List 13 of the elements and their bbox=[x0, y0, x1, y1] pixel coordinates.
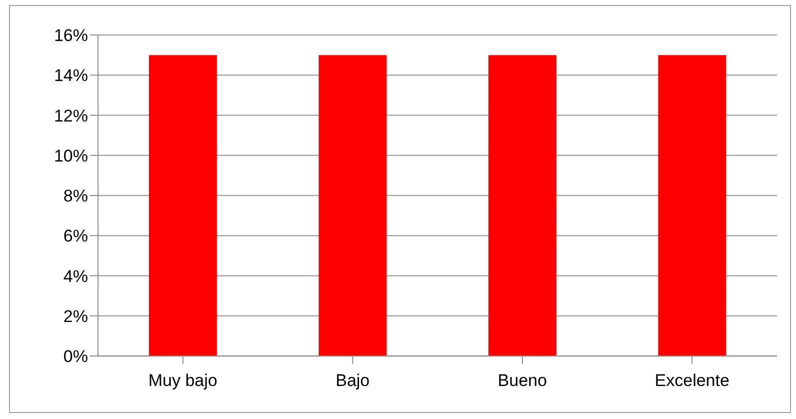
y-tick-label: 10% bbox=[54, 146, 88, 166]
x-tick-label: Bueno bbox=[498, 371, 547, 390]
y-tick-label: 0% bbox=[63, 347, 88, 366]
x-tick-label: Excelente bbox=[654, 371, 730, 390]
y-tick-label: 2% bbox=[63, 306, 88, 326]
y-tick-label: 16% bbox=[54, 26, 88, 46]
y-tick-label: 4% bbox=[63, 266, 88, 286]
y-tick-label: 6% bbox=[63, 226, 88, 246]
y-tick-label: 12% bbox=[54, 106, 88, 126]
y-tick-label: 14% bbox=[54, 66, 88, 86]
x-tick-label: Bajo bbox=[336, 371, 370, 390]
y-tick-label: 8% bbox=[63, 186, 88, 206]
x-tick-label: Muy bajo bbox=[148, 371, 218, 390]
